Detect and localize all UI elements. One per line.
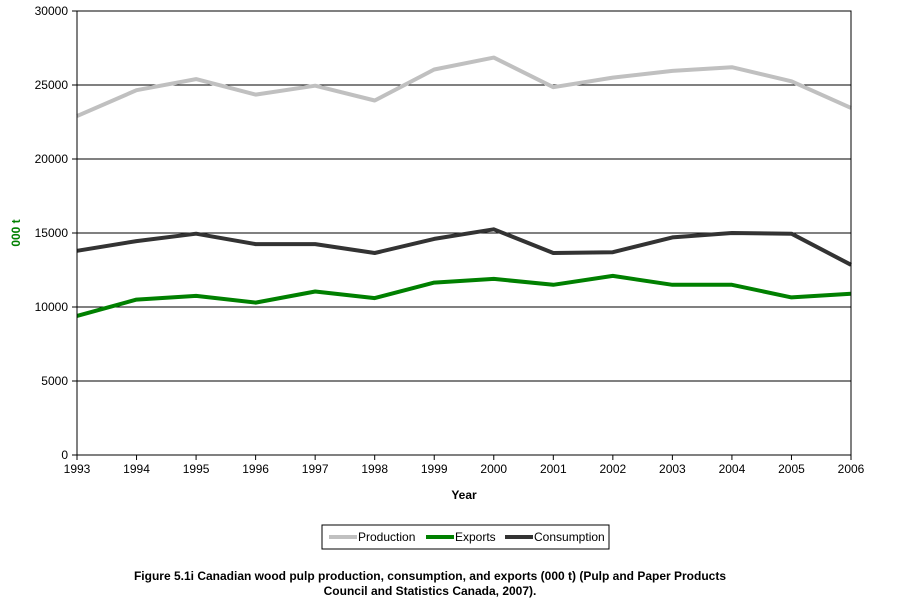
x-tick-label: 1994 bbox=[123, 462, 150, 476]
figure-caption: Figure 5.1i Canadian wood pulp productio… bbox=[133, 569, 727, 598]
x-tick-label: 2004 bbox=[719, 462, 746, 476]
x-tick-label: 2003 bbox=[659, 462, 686, 476]
series-line-production bbox=[76, 55, 852, 118]
x-tick-label: 1993 bbox=[64, 462, 91, 476]
y-tick-label: 30000 bbox=[35, 4, 69, 18]
x-tick-label: 2005 bbox=[778, 462, 805, 476]
y-tick-label: 10000 bbox=[35, 300, 69, 314]
y-axis-title: 000 t bbox=[9, 219, 23, 246]
x-tick-label: 2000 bbox=[480, 462, 507, 476]
x-axis-title: Year bbox=[451, 488, 477, 502]
y-tick-label: 20000 bbox=[35, 152, 69, 166]
x-tick-label: 2001 bbox=[540, 462, 567, 476]
y-tick-label: 5000 bbox=[41, 374, 68, 388]
x-tick-label: 1997 bbox=[302, 462, 329, 476]
x-tick-label: 2006 bbox=[838, 462, 865, 476]
legend-label-consumption: Consumption bbox=[534, 530, 605, 544]
series-line-consumption bbox=[76, 227, 852, 267]
legend-label-exports: Exports bbox=[455, 530, 496, 544]
series-lines bbox=[76, 55, 852, 318]
x-tick-labels: 1993 1994 1995 1996 1997 1998 1999 2000 2001 2002… bbox=[64, 455, 865, 476]
x-tick-label: 1999 bbox=[421, 462, 448, 476]
legend-label-production: Production bbox=[358, 530, 415, 544]
x-tick-label: 2002 bbox=[599, 462, 626, 476]
x-tick-label: 1998 bbox=[361, 462, 388, 476]
x-tick-label: 1996 bbox=[242, 462, 269, 476]
y-tick-label: 25000 bbox=[35, 78, 69, 92]
y-tick-labels: 0 5000 10000 15000 20000 25000 30000 bbox=[35, 4, 77, 462]
y-tick-label: 0 bbox=[61, 448, 68, 462]
legend-box bbox=[321, 524, 610, 550]
plot-area-frame bbox=[76, 10, 852, 456]
x-tick-label: 1995 bbox=[183, 462, 210, 476]
legend: Production Exports Consumption bbox=[321, 524, 610, 550]
series-line-exports bbox=[76, 273, 852, 318]
y-tick-label: 15000 bbox=[35, 226, 69, 240]
